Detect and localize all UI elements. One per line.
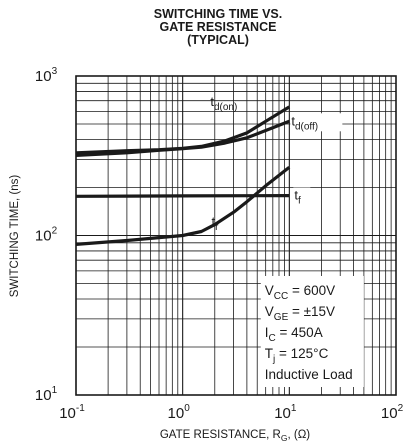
x-tick-exponent: 2	[398, 403, 404, 414]
condition-main: Inductive Load	[265, 367, 353, 382]
condition-value: = 600V	[288, 283, 335, 298]
x-axis-label-sub: G	[281, 433, 288, 443]
condition-main: V	[265, 283, 274, 298]
condition-main: T	[265, 346, 273, 361]
series-label-sub: r	[215, 222, 219, 233]
y-tick-label: 101	[35, 385, 58, 404]
series-label-sub: f	[298, 196, 301, 207]
series-line-tr	[75, 165, 291, 246]
condition-sub: j	[272, 354, 275, 365]
condition-line: Tj = 125°C	[265, 346, 329, 365]
series-line-tf	[75, 194, 290, 198]
y-tick-base: 10	[35, 387, 52, 404]
y-tick-exponent: 3	[52, 66, 58, 77]
series-label-tr: tr	[212, 214, 220, 233]
conditions-background	[260, 276, 364, 387]
x-axis-label: GATE RESISTANCE, RG, (Ω)	[160, 429, 310, 443]
condition-value: = 125°C	[275, 346, 328, 361]
y-tick-exponent: 1	[52, 385, 58, 396]
x-tick-base: 10	[381, 405, 398, 422]
x-tick-base: 10	[274, 405, 291, 422]
y-tick-label: 102	[35, 226, 58, 245]
x-tick-base: 10	[59, 405, 76, 422]
x-axis-label-tail: , (Ω)	[287, 429, 310, 441]
series-label-tf: tf	[294, 188, 301, 207]
y-axis-label: SWITCHING TIME, (ns)	[9, 175, 21, 298]
series-label-sub: d(on)	[214, 102, 237, 113]
chart-title-line-3: (TYPICAL)	[187, 33, 249, 47]
x-tick-exponent: 0	[184, 403, 190, 414]
series-label-main: t	[212, 214, 216, 229]
plot-frame	[75, 75, 397, 396]
series-label-main: t	[291, 113, 295, 128]
condition-sub: C	[269, 333, 276, 344]
y-tick-base: 10	[35, 228, 52, 245]
series-label-td(on): td(on)	[210, 94, 237, 113]
condition-line: VCC = 600V	[265, 283, 335, 302]
y-tick-label: 103	[35, 66, 58, 85]
y-tick-exponent: 2	[52, 226, 58, 237]
condition-main: V	[265, 304, 274, 319]
x-axis-label-main: GATE RESISTANCE, R	[160, 429, 281, 441]
series-label-bg	[290, 113, 343, 132]
condition-line: IC = 450A	[265, 325, 323, 344]
chart-title-line-1: SWITCHING TIME VS.	[153, 7, 283, 21]
series-label-main: t	[294, 188, 298, 203]
x-tick-base: 10	[168, 405, 185, 422]
series-label-sub: d(off)	[295, 121, 318, 132]
series-line-td(off)	[75, 119, 290, 157]
x-tick-exponent: -1	[76, 403, 85, 414]
x-tick-label: 102	[381, 403, 404, 422]
x-tick-label: 101	[274, 403, 297, 422]
condition-line: VGE = ±15V	[265, 304, 335, 323]
chart-title-line-2: GATE RESISTANCE	[159, 20, 277, 34]
x-tick-label: 10-1	[59, 403, 85, 422]
condition-sub: GE	[274, 312, 289, 323]
condition-value: = ±15V	[288, 304, 335, 319]
chart-series	[75, 105, 291, 246]
condition-sub: CC	[274, 291, 288, 302]
x-tick-label: 100	[168, 403, 191, 422]
x-tick-exponent: 1	[291, 403, 297, 414]
series-label-main: t	[210, 94, 214, 109]
chart-title: SWITCHING TIME VS. GATE RESISTANCE (TYPI…	[118, 8, 318, 47]
series-label-td(off): td(off)	[291, 113, 318, 132]
condition-value: = 450A	[276, 325, 323, 340]
condition-line: Inductive Load	[265, 367, 353, 382]
series-label-bg	[293, 187, 311, 206]
condition-main: I	[265, 325, 269, 340]
y-tick-base: 10	[35, 68, 52, 85]
